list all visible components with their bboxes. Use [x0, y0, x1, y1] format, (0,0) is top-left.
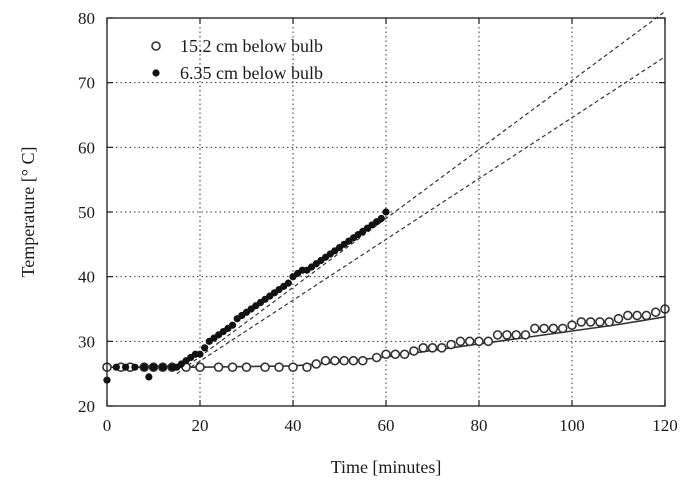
- data-point-series-1: [446, 339, 456, 350]
- data-point-series-1: [427, 342, 438, 353]
- y-axis-label: Temperature [° C]: [18, 147, 38, 278]
- data-point-series-1: [339, 355, 349, 366]
- data-point-series-1: [576, 317, 587, 327]
- fit-line-dashed: [190, 56, 666, 368]
- data-point-series-1: [195, 362, 205, 373]
- x-tick-label: 80: [471, 416, 488, 435]
- fit-line-dashed: [176, 11, 666, 375]
- data-point-series-1: [348, 355, 359, 366]
- data-point-series-1: [474, 336, 484, 347]
- data-point-series-1: [511, 330, 522, 340]
- data-point-series-1: [409, 346, 419, 356]
- data-point-series-1: [390, 349, 401, 360]
- data-point-series-1: [288, 362, 298, 373]
- data-point-series-2: [131, 363, 139, 371]
- data-point-series-1: [320, 355, 331, 366]
- data-point-series-1: [311, 359, 322, 369]
- data-point-series-1: [622, 310, 633, 321]
- data-point-series-1: [529, 323, 540, 334]
- legend-label-series-1: 15.2 cm below bulb: [180, 36, 323, 56]
- data-point-series-1: [604, 317, 615, 327]
- data-point-series-2: [377, 214, 385, 223]
- data-point-series-2: [140, 363, 148, 371]
- y-tick-label: 80: [78, 9, 95, 28]
- data-point-series-1: [595, 317, 605, 327]
- data-point-series-1: [357, 355, 368, 366]
- data-point-series-2: [112, 363, 120, 371]
- legend: 15.2 cm below bulb 6.35 cm below bulb: [151, 36, 323, 83]
- data-point-series-1: [557, 323, 568, 334]
- data-point-series-1: [548, 323, 559, 334]
- x-tick-label: 120: [652, 416, 678, 435]
- data-point-series-1: [241, 362, 252, 373]
- data-point-series-1: [613, 313, 624, 324]
- y-tick-label: 40: [78, 268, 95, 287]
- x-axis-label: Time [minutes]: [331, 457, 442, 477]
- data-point-series-2: [145, 373, 153, 381]
- data-point-series-1: [464, 336, 475, 347]
- y-tick-label: 60: [78, 138, 95, 157]
- x-tick-label: 100: [559, 416, 585, 435]
- data-point-series-1: [520, 330, 531, 340]
- ticks: 0 20 40 60 80 100 120 20 30 40 50 60 70 80: [78, 9, 678, 435]
- data-point-series-1: [213, 362, 224, 373]
- data-point-series-2: [228, 321, 237, 329]
- data-point-series-1: [567, 320, 577, 330]
- data-point-series-1: [641, 310, 652, 321]
- y-tick-label: 30: [78, 332, 95, 351]
- data-point-series-2: [149, 363, 158, 371]
- data-point-series-1: [492, 330, 503, 340]
- data-point-series-2: [382, 208, 390, 216]
- x-tick-label: 0: [103, 416, 112, 435]
- legend-marker-filled: [152, 69, 160, 77]
- legend-label-series-2: 6.35 cm below bulb: [180, 63, 323, 83]
- data-point-series-1: [632, 310, 642, 321]
- data-point-series-1: [399, 349, 410, 360]
- data-point-series-1: [260, 362, 270, 373]
- data-point-series-2: [196, 350, 204, 358]
- data-point-series-2: [159, 363, 167, 371]
- y-tick-label: 50: [78, 203, 95, 222]
- data-point-series-1: [585, 317, 596, 327]
- data-point-series-1: [436, 342, 447, 353]
- legend-marker-open: [151, 41, 161, 51]
- y-tick-label: 70: [78, 74, 95, 93]
- data-point-series-1: [330, 355, 340, 366]
- data-point-series-1: [381, 349, 391, 360]
- data-point-series-2: [122, 363, 130, 371]
- data-point-series-1: [539, 323, 549, 334]
- data-point-series-1: [274, 362, 284, 373]
- x-tick-label: 60: [378, 416, 395, 435]
- data-point-series-1: [502, 330, 512, 340]
- data-point-series-1: [650, 307, 661, 318]
- data-point-series-1: [227, 362, 238, 373]
- data-point-series-1: [455, 336, 466, 347]
- data-points: [102, 208, 670, 384]
- data-point-series-2: [201, 344, 209, 352]
- x-tick-label: 20: [192, 416, 209, 435]
- y-tick-label: 20: [78, 397, 95, 416]
- data-point-series-1: [302, 362, 312, 373]
- data-point-series-1: [483, 336, 494, 347]
- data-point-series-1: [371, 352, 382, 363]
- data-point-series-1: [418, 342, 429, 353]
- x-tick-label: 40: [285, 416, 302, 435]
- data-point-series-2: [284, 279, 292, 287]
